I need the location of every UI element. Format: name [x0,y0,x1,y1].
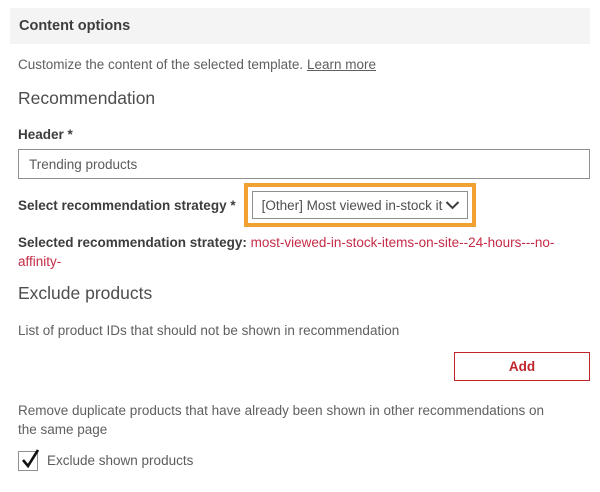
strategy-select-value: [Other] Most viewed in-stock iter [261,197,443,213]
dedupe-description: Remove duplicate products that have alre… [18,402,545,437]
strategy-select[interactable]: [Other] Most viewed in-stock iter [251,191,468,219]
check-icon [22,448,40,468]
selected-strategy-value-link[interactable]: most-viewed-in-stock-items-on-site--24-h… [18,235,555,269]
strategy-label: Select recommendation strategy * [18,197,236,213]
selected-strategy-line: Selected recommendation strategy: most-v… [18,234,582,272]
header-input[interactable] [18,149,590,179]
exclude-products-section-title: Exclude products [18,282,153,303]
panel-description: Customize the content of the selected te… [18,57,582,72]
learn-more-link[interactable]: Learn more [306,57,376,72]
recommendation-section-title: Recommendation [18,88,156,108]
panel-description-text: Customize the content of the selected te… [18,57,304,72]
exclude-shown-row: Exclude shown products [18,448,582,471]
exclude-shown-label: Exclude shown products [47,453,194,469]
chevron-down-icon [445,200,459,209]
strategy-row: Select recommendation strategy * [Other]… [18,183,600,227]
exclude-products-description: List of product IDs that should not be s… [18,322,400,338]
panel-header: Content options [10,8,590,44]
selected-strategy-label: Selected recommendation strategy: [18,235,247,250]
annotation-highlight-ring: [Other] Most viewed in-stock iter [243,183,476,227]
add-button[interactable]: Add [454,351,590,381]
exclude-shown-checkbox[interactable] [18,448,40,471]
header-field-label: Header * [18,127,73,142]
panel-title: Content options [19,18,131,34]
content-options-panel: Content options Customize the content of… [0,8,600,492]
